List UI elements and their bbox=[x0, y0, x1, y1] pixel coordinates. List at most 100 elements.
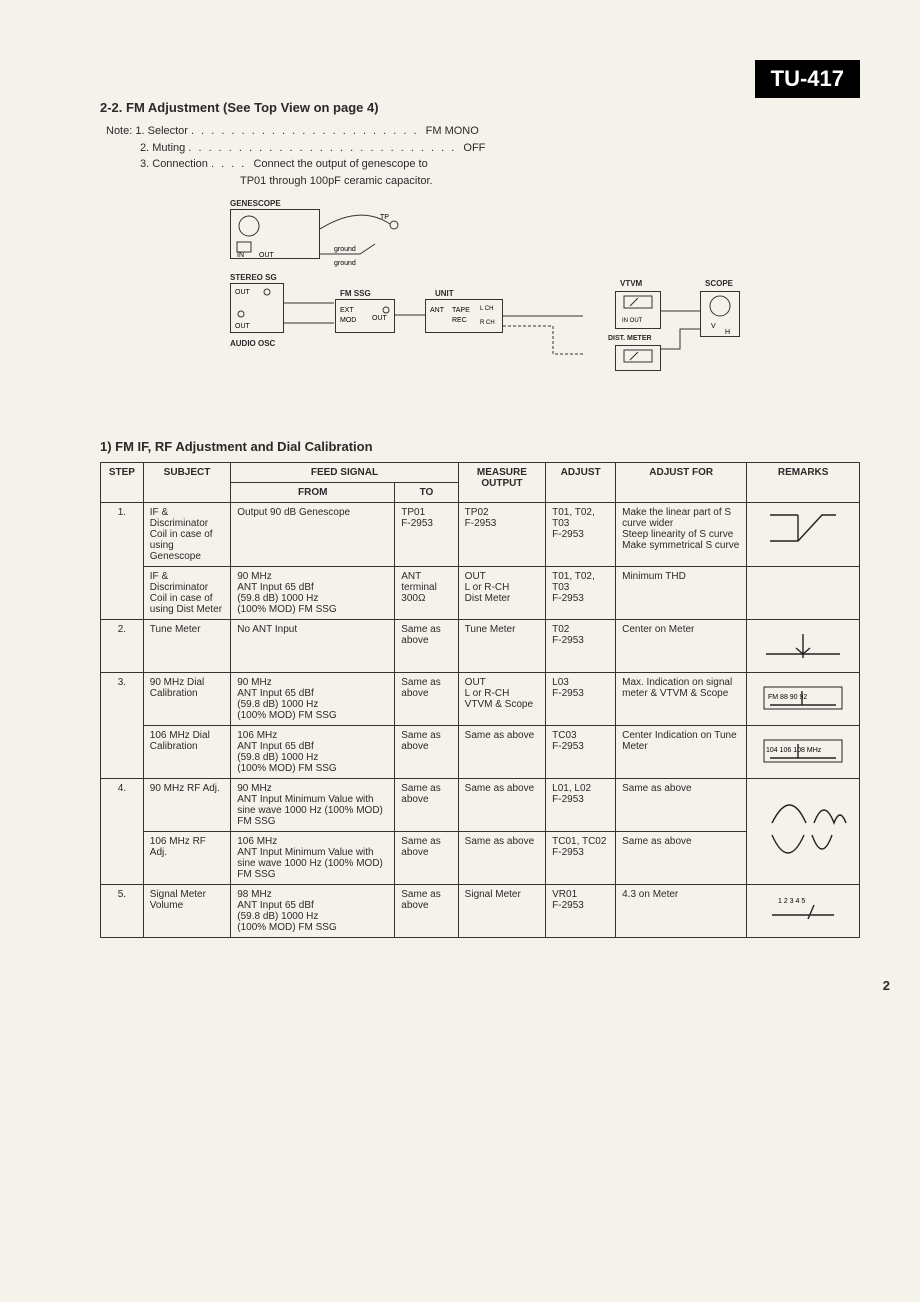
cell-subject: IF & Discriminator Coil in case of using… bbox=[143, 567, 230, 620]
cell-adjust_for: Center on Meter bbox=[616, 620, 747, 673]
note-3b: TP01 through 100pF ceramic capacitor. bbox=[240, 175, 433, 187]
table-row: 3.90 MHz Dial Calibration90 MHz ANT Inpu… bbox=[101, 673, 860, 726]
note-1: 1. Selector . . . . . . . . . . . . . . … bbox=[135, 125, 478, 137]
th-adjust: ADJUST bbox=[546, 463, 616, 503]
svg-text:H: H bbox=[725, 329, 730, 336]
cell-step: 5. bbox=[101, 885, 144, 938]
cell-remark bbox=[747, 779, 860, 885]
cell-adjust_for: Minimum THD bbox=[616, 567, 747, 620]
cell-remark: FM 88 90 92 bbox=[747, 673, 860, 726]
svg-text:OUT: OUT bbox=[372, 315, 388, 322]
adjustment-table: STEP SUBJECT FEED SIGNAL MEASURE OUTPUT … bbox=[100, 462, 860, 938]
cell-adjust: TC01, TC02 F-2953 bbox=[546, 832, 616, 885]
cell-to: Same as above bbox=[395, 885, 458, 938]
cell-adjust_for: Same as above bbox=[616, 832, 747, 885]
svg-text:1 2 3 4 5: 1 2 3 4 5 bbox=[778, 898, 805, 905]
notes-label: Note: bbox=[106, 125, 132, 137]
cell-to: ANT terminal 300Ω bbox=[395, 567, 458, 620]
cell-from: Output 90 dB Genescope bbox=[231, 503, 395, 567]
svg-text:OUT: OUT bbox=[235, 323, 251, 330]
section-title: 2-2. FM Adjustment (See Top View on page… bbox=[100, 100, 860, 115]
cell-adjust: L03 F-2953 bbox=[546, 673, 616, 726]
svg-text:REC: REC bbox=[452, 317, 467, 324]
note-2: 2. Muting . . . . . . . . . . . . . . . … bbox=[140, 142, 485, 154]
cell-remark bbox=[747, 503, 860, 567]
th-to: TO bbox=[395, 483, 458, 503]
table-row: 106 MHz RF Adj.106 MHz ANT Input Minimum… bbox=[101, 832, 860, 885]
cell-step: 4. bbox=[101, 779, 144, 885]
table-title: 1) FM IF, RF Adjustment and Dial Calibra… bbox=[100, 439, 860, 454]
page-number: 2 bbox=[100, 978, 890, 993]
cell-from: 90 MHz ANT Input 65 dBf (59.8 dB) 1000 H… bbox=[231, 567, 395, 620]
th-from: FROM bbox=[231, 483, 395, 503]
svg-text:TP: TP bbox=[380, 214, 389, 221]
svg-text:104 106 108 MHz: 104 106 108 MHz bbox=[766, 747, 822, 754]
svg-text:OUT: OUT bbox=[259, 252, 275, 258]
svg-text:L CH: L CH bbox=[480, 306, 493, 312]
cell-to: Same as above bbox=[395, 779, 458, 832]
table-row: 4.90 MHz RF Adj.90 MHz ANT Input Minimum… bbox=[101, 779, 860, 832]
table-row: 106 MHz Dial Calibration106 MHz ANT Inpu… bbox=[101, 726, 860, 779]
cell-to: Same as above bbox=[395, 620, 458, 673]
cell-from: 106 MHz ANT Input 65 dBf (59.8 dB) 1000 … bbox=[231, 726, 395, 779]
cell-subject: IF & Discriminator Coil in case of using… bbox=[143, 503, 230, 567]
svg-text:V: V bbox=[711, 323, 716, 330]
cell-from: 98 MHz ANT Input 65 dBf (59.8 dB) 1000 H… bbox=[231, 885, 395, 938]
svg-text:R CH: R CH bbox=[480, 320, 495, 326]
cell-adjust_for: Same as above bbox=[616, 779, 747, 832]
cell-adjust_for: Max. Indication on signal meter & VTVM &… bbox=[616, 673, 747, 726]
cell-step: 3. bbox=[101, 673, 144, 779]
cell-adjust: TC03 F-2953 bbox=[546, 726, 616, 779]
cell-from: 90 MHz ANT Input Minimum Value with sine… bbox=[231, 779, 395, 832]
notes-block: Note: 1. Selector . . . . . . . . . . . … bbox=[106, 123, 860, 189]
th-adjustfor: ADJUST FOR bbox=[616, 463, 747, 503]
cell-measure: TP02 F-2953 bbox=[458, 503, 545, 567]
cell-adjust_for: Center Indication on Tune Meter bbox=[616, 726, 747, 779]
cell-remark bbox=[747, 567, 860, 620]
model-badge: TU-417 bbox=[755, 60, 860, 98]
cell-measure: Signal Meter bbox=[458, 885, 545, 938]
cell-from: No ANT Input bbox=[231, 620, 395, 673]
cell-remark: 1 2 3 4 5 bbox=[747, 885, 860, 938]
th-remarks: REMARKS bbox=[747, 463, 860, 503]
cell-step: 2. bbox=[101, 620, 144, 673]
th-measure: MEASURE OUTPUT bbox=[458, 463, 545, 503]
svg-text:ANT: ANT bbox=[430, 307, 445, 314]
table-row: 5.Signal Meter Volume98 MHz ANT Input 65… bbox=[101, 885, 860, 938]
cell-from: 90 MHz ANT Input 65 dBf (59.8 dB) 1000 H… bbox=[231, 673, 395, 726]
table-row: 1.IF & Discriminator Coil in case of usi… bbox=[101, 503, 860, 567]
cell-measure: Tune Meter bbox=[458, 620, 545, 673]
cell-adjust: T01, T02, T03 F-2953 bbox=[546, 503, 616, 567]
svg-text:ground: ground bbox=[334, 246, 356, 253]
table-row: 2.Tune MeterNo ANT InputSame as aboveTun… bbox=[101, 620, 860, 673]
cell-remark: 104 106 108 MHz bbox=[747, 726, 860, 779]
table-row: IF & Discriminator Coil in case of using… bbox=[101, 567, 860, 620]
svg-text:IN OUT: IN OUT bbox=[622, 318, 643, 324]
cell-adjust_for: 4.3 on Meter bbox=[616, 885, 747, 938]
cell-subject: 90 MHz Dial Calibration bbox=[143, 673, 230, 726]
cell-to: Same as above bbox=[395, 832, 458, 885]
cell-measure: OUT L or R-CH Dist Meter bbox=[458, 567, 545, 620]
cell-subject: 106 MHz Dial Calibration bbox=[143, 726, 230, 779]
svg-text:TAPE: TAPE bbox=[452, 307, 470, 314]
cell-to: Same as above bbox=[395, 726, 458, 779]
cell-measure: Same as above bbox=[458, 726, 545, 779]
cell-adjust: T02 F-2953 bbox=[546, 620, 616, 673]
cell-subject: Signal Meter Volume bbox=[143, 885, 230, 938]
cell-adjust: VR01 F-2953 bbox=[546, 885, 616, 938]
svg-text:OUT: OUT bbox=[235, 289, 251, 296]
cell-to: Same as above bbox=[395, 673, 458, 726]
svg-text:ground: ground bbox=[334, 260, 356, 267]
cell-subject: 90 MHz RF Adj. bbox=[143, 779, 230, 832]
cell-measure: Same as above bbox=[458, 832, 545, 885]
th-subject: SUBJECT bbox=[143, 463, 230, 503]
note-3: 3. Connection . . . . Connect the output… bbox=[140, 158, 428, 170]
cell-remark bbox=[747, 620, 860, 673]
cell-measure: Same as above bbox=[458, 779, 545, 832]
svg-text:IN: IN bbox=[237, 252, 244, 258]
cell-subject: Tune Meter bbox=[143, 620, 230, 673]
cell-adjust_for: Make the linear part of S curve wider St… bbox=[616, 503, 747, 567]
cell-from: 106 MHz ANT Input Minimum Value with sin… bbox=[231, 832, 395, 885]
th-step: STEP bbox=[101, 463, 144, 503]
cell-step: 1. bbox=[101, 503, 144, 620]
